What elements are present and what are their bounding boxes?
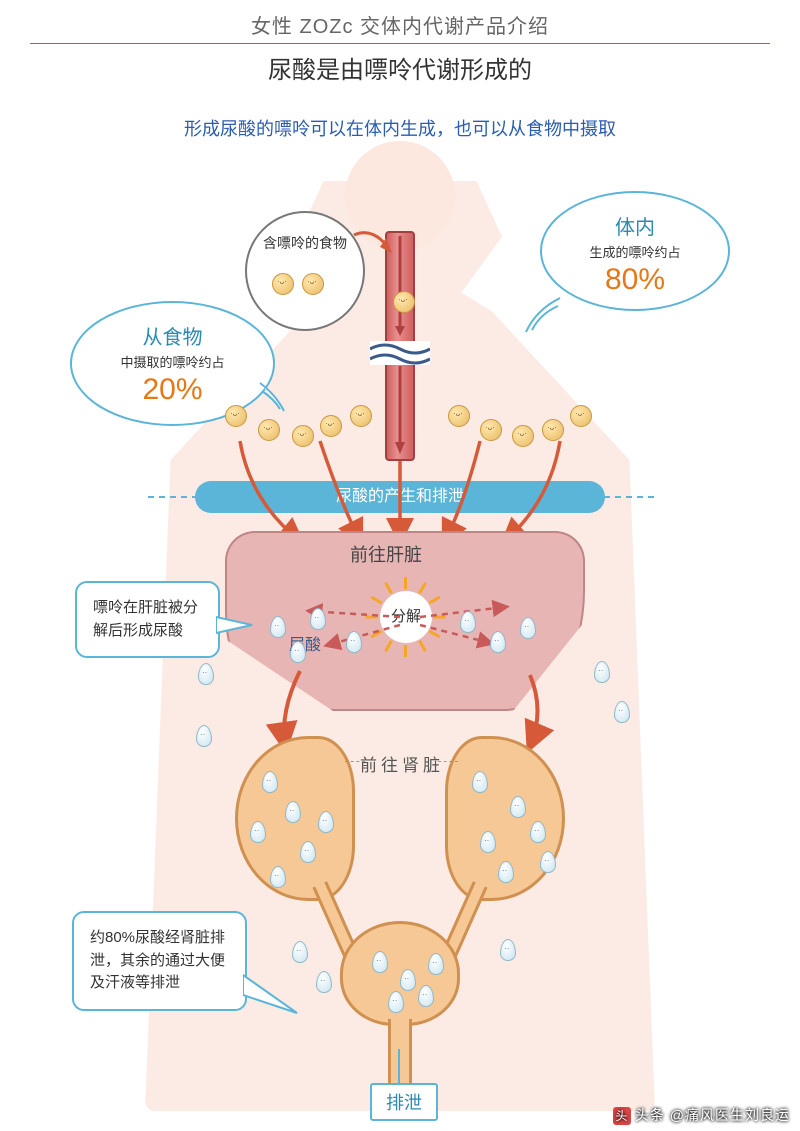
bubble-tail-icon bbox=[258, 379, 288, 415]
kidney-info-box: 约80%尿酸经肾脏排泄，其余的通过大便及汗液等排泄 bbox=[72, 911, 247, 1011]
food-title: 从食物 bbox=[92, 321, 253, 350]
watermark-text: 头条 @痛风医生刘良运 bbox=[635, 1107, 790, 1123]
food-sub: 中摄取的嘌呤约占 bbox=[92, 352, 253, 371]
to-liver-label: 前往肝脏 bbox=[350, 541, 422, 567]
box-tail-icon bbox=[243, 971, 303, 1021]
food-source-circle: 含嘌呤的食物 bbox=[245, 211, 365, 331]
internal-title: 体内 bbox=[562, 211, 708, 240]
watermark-icon: 头 bbox=[613, 1107, 631, 1125]
to-kidney-label: 前往肾脏 bbox=[360, 751, 444, 776]
liver-info-box: 嘌呤在肝脏被分解后形成尿酸 bbox=[75, 581, 220, 658]
box-tail-icon bbox=[216, 611, 256, 641]
subtitle: 形成尿酸的嘌呤可以在体内生成，也可以从食物中摄取 bbox=[0, 115, 800, 141]
main-title: 尿酸是由嘌呤代谢形成的 bbox=[0, 50, 800, 85]
food-pct: 20% bbox=[92, 373, 253, 407]
page-header: 女性 ZOZc 交体内代谢产品介绍 bbox=[0, 0, 800, 43]
divider bbox=[30, 43, 770, 44]
food-label: 含嘌呤的食物 bbox=[247, 233, 363, 253]
dash-right bbox=[604, 496, 654, 498]
excrete-line bbox=[398, 1049, 400, 1085]
internal-bubble: 体内 生成的嘌呤约占 80% bbox=[540, 191, 730, 311]
bubble-tail-icon bbox=[522, 296, 562, 336]
esophagus-arrow-icon bbox=[393, 236, 407, 456]
diagram-canvas: 含嘌呤的食物 体内 生成的嘌呤约占 80% 从食物 中摄取的嘌呤约占 20% 尿… bbox=[0, 161, 800, 1121]
food-bubble: 从食物 中摄取的嘌呤约占 20% bbox=[70, 301, 275, 426]
excrete-label: 排泄 bbox=[370, 1083, 438, 1121]
internal-sub: 生成的嘌呤约占 bbox=[562, 242, 708, 261]
watermark: 头头条 @痛风医生刘良运 bbox=[613, 1105, 790, 1125]
food-arrow-icon bbox=[352, 223, 396, 267]
internal-pct: 80% bbox=[562, 263, 708, 297]
